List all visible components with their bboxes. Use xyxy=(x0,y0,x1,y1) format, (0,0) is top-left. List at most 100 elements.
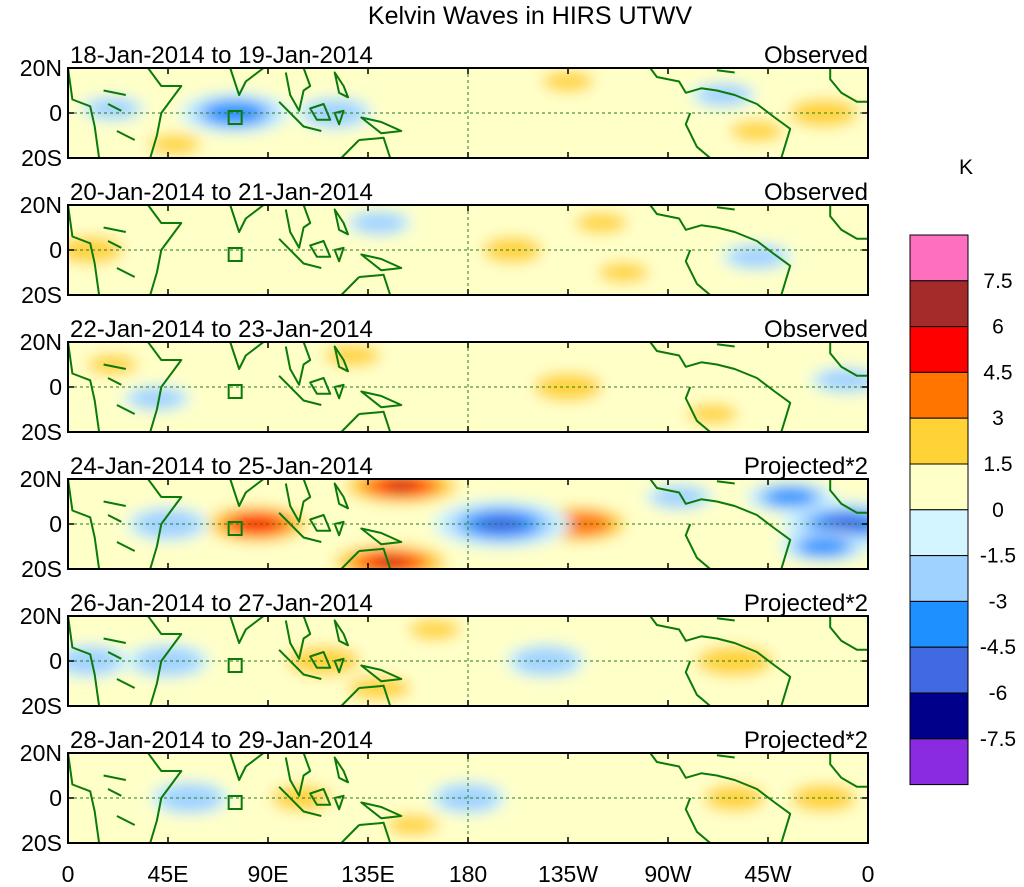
anomaly-blob xyxy=(722,118,792,144)
x-tick-label: 45W xyxy=(744,861,792,887)
anomaly-blob xyxy=(644,484,714,510)
anomaly-contour xyxy=(87,354,138,375)
colorbar-swatch xyxy=(909,509,969,557)
reference-box xyxy=(227,795,243,810)
map-panel-3: 20N 0 20S 22-Jan-2014 to 23-Jan-2014 Observe… xyxy=(20,316,869,445)
colorbar-swatch xyxy=(909,600,969,648)
colorbar-label: 3 xyxy=(992,407,1004,430)
reference-box xyxy=(227,658,243,673)
anomaly-blob xyxy=(329,479,474,508)
anomaly-contour xyxy=(798,537,849,556)
panel-data-kind: Observed xyxy=(764,42,868,69)
colorbar: K 7.5 6 4.5 3 1.5 0 -1.5 -3 -4.5 -6 -7.5 xyxy=(909,156,1016,786)
anomaly-blob xyxy=(568,210,635,236)
panel-date-range: 24-Jan-2014 to 25-Jan-2014 xyxy=(70,453,373,480)
anomaly-contour xyxy=(135,647,201,675)
coastline xyxy=(68,205,868,295)
y-tick-label: 20N xyxy=(20,55,62,81)
anomaly-field xyxy=(68,68,868,158)
anomaly-contour xyxy=(135,510,201,538)
anomaly-blob xyxy=(690,82,757,108)
anomaly-blob xyxy=(379,812,446,838)
map-panel-5: 20N 0 20S 26-Jan-2014 to 27-Jan-2014 Project… xyxy=(20,590,869,719)
y-tick-label: 0 xyxy=(49,374,62,400)
anomaly-blob xyxy=(505,644,586,678)
panel-data-kind: Projected*2 xyxy=(744,590,868,617)
anomaly-blob xyxy=(338,673,420,703)
colorbar-swatch xyxy=(909,417,969,465)
x-axis: 0 45E 90E 135E 180 135W 90W 45W 0 xyxy=(62,861,875,887)
y-tick-label: 0 xyxy=(49,100,62,126)
panel-data-kind: Projected*2 xyxy=(744,453,868,480)
anomaly-contour xyxy=(514,647,578,675)
colorbar-label: -1.5 xyxy=(980,545,1016,568)
anomaly-contour xyxy=(789,99,858,127)
panel-date-range: 28-Jan-2014 to 29-Jan-2014 xyxy=(70,727,373,754)
anomaly-blob xyxy=(745,481,836,513)
anomaly-blob xyxy=(591,259,656,286)
anomaly-contour xyxy=(687,404,738,424)
y-tick-label: 20N xyxy=(20,740,62,766)
anomaly-blob xyxy=(401,616,468,643)
anomaly-blob xyxy=(345,210,413,236)
anomaly-contour xyxy=(130,388,184,409)
panels: 20N 0 20S 18-Jan-2014 to 19-Jan-2014 Observe… xyxy=(20,42,869,856)
anomaly-contour xyxy=(652,486,706,508)
anomaly-blob xyxy=(720,243,793,271)
anomaly-blob xyxy=(318,540,463,569)
y-tick-label: 20N xyxy=(20,329,62,355)
colorbar-label: -4.5 xyxy=(980,636,1016,659)
anomaly-contour xyxy=(324,345,381,366)
anomaly-contour xyxy=(765,488,816,506)
colorbar-swatch xyxy=(909,692,969,740)
y-tick-label: 20N xyxy=(20,192,62,218)
anomaly-field xyxy=(68,205,868,295)
anomaly-blob xyxy=(778,530,868,563)
coastline xyxy=(68,753,868,843)
anomaly-contour xyxy=(575,213,628,233)
colorbar-swatch xyxy=(909,555,969,602)
colorbar-label: -3 xyxy=(989,590,1008,613)
anomaly-blob xyxy=(781,780,866,816)
chart-title: Kelvin Waves in HIRS UTWV xyxy=(368,2,692,30)
coastline xyxy=(68,342,868,432)
colorbar-label: 0 xyxy=(992,499,1004,522)
anomaly-blob xyxy=(779,95,868,131)
panel-date-range: 18-Jan-2014 to 19-Jan-2014 xyxy=(70,42,373,69)
y-tick-label: 0 xyxy=(49,511,62,537)
anomaly-contour xyxy=(68,236,123,264)
anomaly-field xyxy=(68,342,868,432)
panel-data-kind: Observed xyxy=(764,316,868,343)
colorbar-label: 4.5 xyxy=(983,361,1012,384)
colorbar-swatch xyxy=(909,646,969,694)
x-tick-label: 180 xyxy=(449,861,487,887)
y-tick-label: 0 xyxy=(49,785,62,811)
anomaly-contour xyxy=(353,213,406,233)
colorbar-swatch xyxy=(909,371,969,419)
anomaly-contour xyxy=(790,784,857,812)
panel-date-range: 26-Jan-2014 to 27-Jan-2014 xyxy=(70,590,373,617)
colorbar-swatch xyxy=(909,738,969,786)
anomaly-blob xyxy=(179,92,291,134)
colorbar-label: 7.5 xyxy=(983,270,1012,293)
anomaly-contour xyxy=(730,120,784,142)
y-tick-label: 20S xyxy=(21,693,62,719)
anomaly-contour xyxy=(347,676,411,700)
anomaly-blob xyxy=(141,131,208,158)
map-panel-4: 20N 0 20S 24-Jan-2014 to 25-Jan-2014 Project… xyxy=(20,453,869,582)
colorbar-label: -6 xyxy=(989,682,1008,705)
colorbar-label: 1.5 xyxy=(983,453,1012,476)
anomaly-blob xyxy=(534,68,602,95)
colorbar-swatch xyxy=(909,463,969,511)
panel-date-range: 22-Jan-2014 to 23-Jan-2014 xyxy=(70,316,373,343)
anomaly-contour xyxy=(598,262,649,283)
colorbar-swatch xyxy=(909,326,969,373)
anomaly-blob xyxy=(122,385,192,412)
y-tick-label: 20S xyxy=(21,419,62,445)
reference-box xyxy=(227,247,243,262)
anomaly-contour xyxy=(542,71,594,92)
anomaly-contour xyxy=(87,98,138,119)
y-tick-label: 20N xyxy=(20,466,62,492)
anomaly-blob xyxy=(316,342,389,369)
